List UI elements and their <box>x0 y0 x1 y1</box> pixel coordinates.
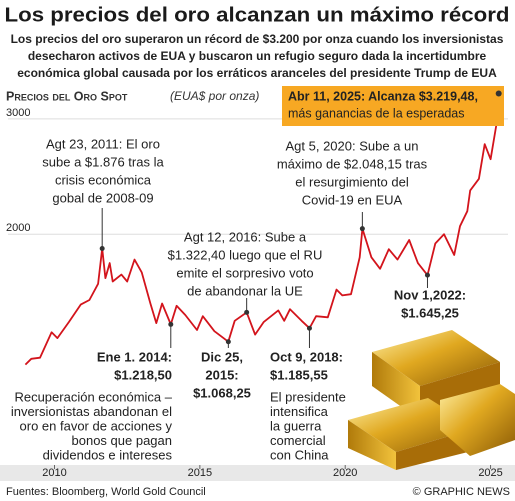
axis-label: (EUA$ por onza) <box>170 89 259 103</box>
annotation-title: $1.068,25 <box>193 385 251 400</box>
annotation-title: Dic 25, <box>201 349 243 364</box>
annotation-body: inversionistas abandonan el <box>11 404 172 419</box>
annotation-body: El presidente <box>270 389 346 404</box>
annotation-body: dividendos e intereses <box>43 447 173 462</box>
annotation-title: $1.218,50 <box>114 367 172 382</box>
annotation-title: el resurgimiento del <box>295 174 409 189</box>
point-marker <box>225 339 231 345</box>
highlight-text: más ganancias de la esperadas <box>288 106 465 120</box>
point-marker <box>495 90 502 97</box>
subtitle: desecharon activos de EUA y buscaron un … <box>28 49 487 63</box>
annotation-title: Oct 9, 2018: <box>270 349 343 364</box>
annotation-body: con China <box>270 447 329 462</box>
highlight-box <box>282 86 504 126</box>
annotation-title: Ene 1. 2014: <box>97 349 172 364</box>
annotation-title: Nov 1,2022: <box>394 287 466 302</box>
annotation-title: $1.322,40 luego que el RU <box>168 247 323 262</box>
subtitle: Los precios del oro superaron un récord … <box>11 32 504 46</box>
x-tick-label: 2025 <box>478 467 502 479</box>
y-tick-label: 3000 <box>6 107 30 119</box>
point-marker <box>168 321 174 327</box>
annotation-body: oro en favor de acciones y <box>20 418 173 433</box>
point-marker <box>244 309 250 315</box>
source: Fuentes: Bloomberg, World Gold Council <box>6 486 206 498</box>
x-axis-band <box>0 465 515 481</box>
annotation-body: la guerra <box>270 418 322 433</box>
annotation-title: Covid-19 en EUA <box>302 192 403 207</box>
annotation-title: $1.185,55 <box>270 367 328 382</box>
point-marker <box>359 226 365 232</box>
chart-title: Precios del Oro Spot <box>6 89 128 103</box>
annotation-title: Agt 23, 2011: El oro <box>46 136 160 151</box>
annotation-title: de abandonar la UE <box>187 283 303 298</box>
point-marker <box>424 272 430 278</box>
x-tick-label: 2010 <box>42 467 66 479</box>
point-marker <box>99 246 105 252</box>
annotation-body: bonos que pagan <box>72 433 172 448</box>
price-line <box>24 93 500 366</box>
x-tick-label: 2015 <box>188 467 212 479</box>
y-tick-label: 2000 <box>6 222 30 234</box>
annotation-body: Recuperación económica – <box>14 389 172 404</box>
annotation-title: máximo de $2.048,15 tras <box>277 156 428 171</box>
highlight-text: Abr 11, 2025: Alcanza $3.219,48, <box>288 89 478 103</box>
x-tick-label: 2020 <box>333 467 357 479</box>
annotation-body: comercial <box>270 433 326 448</box>
annotation-title: 2015: <box>205 367 238 382</box>
annotation-title: gobal de 2008-09 <box>52 190 153 205</box>
annotation-title: $1.645,25 <box>401 305 459 320</box>
annotation-title: crisis económica <box>55 172 152 187</box>
annotation-title: Agt 12, 2016: Sube a <box>184 229 307 244</box>
annotation-title: emite el sorpresivo voto <box>176 265 313 280</box>
point-marker <box>306 325 312 331</box>
annotation-body: intensifica <box>270 404 329 419</box>
title: Los precios del oro alcanzan un máximo r… <box>5 4 510 26</box>
gold-bars <box>348 330 515 470</box>
credit: © GRAPHIC NEWS <box>413 486 510 498</box>
annotation-title: Agt 5, 2020: Sube a un <box>286 138 419 153</box>
subtitle: económica global causada por los errátic… <box>17 66 497 80</box>
annotation-title: sube a $1.876 tras la <box>42 154 164 169</box>
